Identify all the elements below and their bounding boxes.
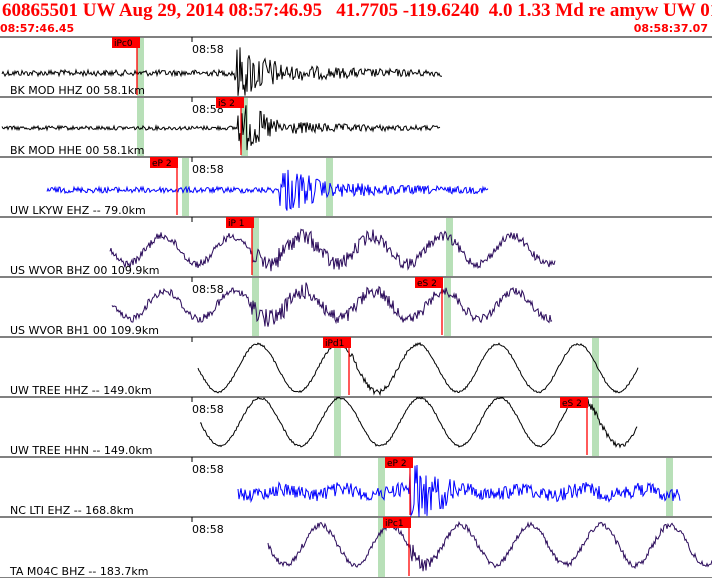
pick-label: eP 2: [152, 159, 172, 169]
pick-window: [334, 398, 341, 456]
minute-label: 08:58: [192, 403, 224, 416]
waveform: [111, 282, 553, 327]
trace-panel[interactable]: iP 1 US WVOR BHZ 00 109.9km: [0, 217, 712, 278]
trace-panel[interactable]: iPd1 UW TREE HHZ -- 149.0km: [0, 337, 712, 398]
station-label: UW TREE HHZ -- 149.0km: [10, 384, 152, 397]
pick-flag[interactable]: [383, 517, 411, 528]
station-label: US WVOR BHZ 00 109.9km: [10, 264, 159, 277]
trace-panel[interactable]: 08:58 eS 2 UW TREE HHN -- 149.0km: [0, 396, 712, 458]
station-label: UW LKYW EHZ -- 79.0km: [10, 204, 146, 217]
waveform: [197, 341, 639, 397]
pick-window: [378, 458, 385, 516]
pick-label: iPd1: [325, 339, 344, 349]
pick-window: [592, 398, 599, 456]
waveform: [237, 464, 681, 518]
pick-label: eS 2: [417, 279, 437, 289]
waveform: [267, 520, 712, 572]
minute-label: 08:58: [192, 463, 224, 476]
pick-label: iS 2: [218, 99, 235, 109]
pick-window: [252, 218, 259, 276]
waveform: [199, 396, 638, 449]
pick-flag[interactable]: [226, 217, 254, 228]
pick-label: iPc0: [114, 39, 133, 49]
station-label: NC LTI EHZ -- 168.8km: [10, 504, 134, 517]
waveform: [1, 47, 442, 96]
pick-window: [378, 518, 385, 577]
pick-flag[interactable]: [150, 157, 178, 168]
pick-window: [592, 338, 599, 396]
trace-panel[interactable]: 08:58 eP 2 NC LTI EHZ -- 168.8km: [0, 457, 712, 518]
trace-panel[interactable]: 08:58 eP 2 UW LKYW EHZ -- 79.0km: [0, 157, 712, 218]
event-title: 60865501 UW Aug 29, 2014 08:57:46.95 41.…: [2, 0, 712, 21]
pick-window: [446, 218, 453, 276]
station-label: TA M04C BHZ -- 183.7km: [9, 565, 148, 578]
minute-label: 08:58: [192, 283, 224, 296]
trace-panel[interactable]: 08:58 eS 2 US WVOR BH1 00 109.9km: [0, 277, 712, 338]
time-start: 08:57:46.45: [0, 22, 75, 35]
pick-window: [444, 278, 451, 336]
pick-flag[interactable]: [112, 37, 140, 48]
pick-window: [666, 458, 673, 516]
minute-label: 08:58: [192, 163, 224, 176]
pick-label: iP 1: [228, 219, 245, 229]
pick-window: [137, 38, 144, 96]
pick-label: iPc1: [385, 519, 404, 529]
minute-label: 08:58: [192, 523, 224, 536]
pick-flag[interactable]: [323, 337, 351, 348]
waveform: [1, 105, 441, 152]
time-end: 08:58:37.07: [633, 22, 708, 35]
pick-window: [137, 98, 144, 156]
pick-label: eP 2: [387, 459, 407, 469]
station-label: BK MOD HHE 00 58.1km: [10, 144, 144, 157]
trace-panel[interactable]: 08:58 iPc1 TA M04C BHZ -- 183.7km: [0, 517, 712, 578]
trace-panel[interactable]: 08:58 iPc0 BK MOD HHZ 00 58.1km: [0, 37, 712, 98]
station-label: BK MOD HHZ 00 58.1km: [10, 84, 145, 97]
pick-flag[interactable]: [385, 457, 413, 468]
minute-label: 08:58: [192, 43, 224, 56]
pick-flag[interactable]: [216, 97, 244, 108]
pick-label: eS 2: [562, 399, 582, 409]
waveform: [109, 228, 556, 272]
station-label: US WVOR BH1 00 109.9km: [10, 324, 159, 337]
pick-flag[interactable]: [415, 277, 443, 288]
waveform: [46, 169, 489, 211]
minute-label: 08:58: [192, 103, 224, 116]
pick-window: [334, 338, 341, 396]
station-label: UW TREE HHN -- 149.0km: [10, 444, 152, 457]
pick-flag[interactable]: [560, 397, 588, 408]
